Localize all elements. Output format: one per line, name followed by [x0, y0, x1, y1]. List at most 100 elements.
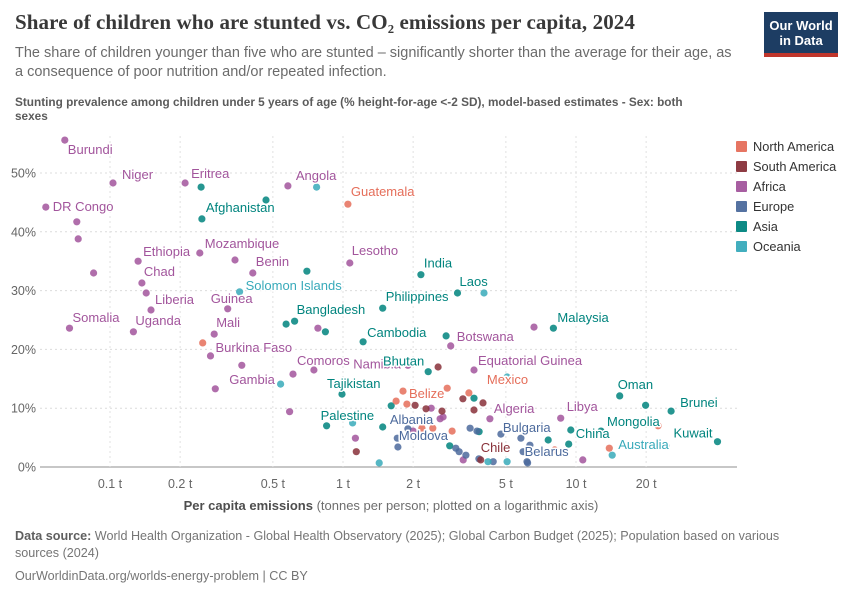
data-point[interactable] [352, 448, 360, 456]
data-point-belize[interactable] [399, 387, 407, 395]
data-point[interactable] [387, 402, 395, 410]
country-label[interactable]: Afghanistan [204, 198, 276, 216]
data-point[interactable] [434, 363, 442, 371]
country-label[interactable]: Albania [388, 410, 435, 428]
owid-logo[interactable]: Our World in Data [764, 12, 838, 57]
data-point[interactable] [654, 422, 662, 430]
data-point[interactable] [73, 218, 81, 226]
country-label[interactable]: Mozambique [203, 235, 280, 253]
data-point-afghanistan[interactable] [198, 215, 206, 223]
country-label[interactable]: China [574, 425, 612, 443]
country-label[interactable]: Kuwait [672, 424, 714, 442]
country-label[interactable]: Belarus [523, 442, 571, 460]
data-point[interactable] [497, 430, 505, 438]
country-label[interactable]: Uganda [134, 311, 183, 329]
data-point[interactable] [484, 458, 492, 466]
data-point-solomon-islands[interactable] [236, 288, 244, 296]
country-label[interactable]: Comoros [296, 352, 352, 370]
legend-item-asia[interactable]: Asia [736, 216, 836, 236]
data-point-eritrea[interactable] [181, 179, 189, 187]
data-point[interactable] [238, 361, 246, 369]
country-label[interactable]: Namibia [352, 355, 403, 373]
country-label[interactable]: Palestine [319, 406, 375, 424]
data-point[interactable] [443, 384, 451, 392]
country-label[interactable]: Bulgaria [501, 419, 552, 437]
legend-item-africa[interactable]: Africa [736, 176, 836, 196]
country-label[interactable]: Laos [458, 273, 490, 291]
data-point[interactable] [429, 424, 437, 432]
data-point[interactable] [303, 267, 311, 275]
data-point-laos[interactable] [453, 289, 462, 297]
data-point-cambodia[interactable] [359, 338, 367, 346]
data-point[interactable] [480, 289, 488, 297]
data-point-benin[interactable] [249, 269, 257, 277]
data-point-angola[interactable] [284, 182, 292, 190]
data-point-philippines[interactable] [379, 304, 387, 312]
country-label[interactable]: Tajikistan [326, 375, 382, 393]
data-point-equatorial-guinea[interactable] [470, 366, 478, 374]
data-point[interactable] [403, 400, 411, 408]
data-point[interactable] [231, 256, 239, 264]
country-label[interactable]: Australia [617, 436, 671, 454]
country-label[interactable]: Oman [616, 375, 654, 393]
data-point[interactable] [466, 424, 474, 432]
data-point[interactable] [277, 380, 285, 388]
data-point-somalia[interactable] [65, 324, 74, 332]
data-point-malaysia[interactable] [549, 324, 558, 332]
data-point-dr-congo[interactable] [42, 203, 50, 211]
data-point-tajikistan[interactable] [338, 390, 346, 398]
country-label[interactable]: Brunei [679, 394, 720, 412]
data-point[interactable] [470, 406, 478, 414]
country-label[interactable]: Equatorial Guinea [477, 352, 585, 370]
data-point[interactable] [455, 448, 463, 456]
data-point[interactable] [142, 289, 150, 297]
data-point[interactable] [427, 404, 435, 412]
country-label[interactable]: Chad [142, 263, 176, 281]
country-label[interactable]: Mali [215, 314, 242, 332]
data-point-palestine[interactable] [323, 422, 331, 430]
data-point-mongolia[interactable] [597, 427, 605, 435]
country-label[interactable]: Eritrea [190, 165, 232, 183]
data-point[interactable] [544, 436, 552, 444]
data-point[interactable] [519, 448, 527, 456]
country-label[interactable]: Solomon Islands [244, 276, 344, 294]
country-label[interactable]: Bhutan [381, 352, 425, 370]
data-point-guatemala[interactable] [344, 200, 352, 208]
data-point[interactable] [286, 408, 294, 416]
data-point[interactable] [418, 424, 426, 432]
data-point[interactable] [321, 328, 329, 336]
country-label[interactable]: Benin [254, 253, 290, 271]
data-point-ethiopia[interactable] [134, 257, 142, 265]
data-point[interactable] [74, 235, 82, 243]
country-label[interactable]: Lesotho [350, 242, 399, 260]
license-note[interactable]: OurWorldinData.org/worlds-energy-problem… [15, 569, 308, 583]
country-label[interactable]: Moldova [397, 427, 450, 445]
country-label[interactable]: Philippines [384, 288, 450, 306]
country-label[interactable]: Libya [565, 398, 600, 416]
data-point-liberia[interactable] [147, 306, 155, 314]
data-point[interactable] [605, 444, 613, 452]
data-point[interactable] [442, 332, 450, 340]
country-label[interactable]: Somalia [71, 309, 122, 327]
data-point-india[interactable] [417, 271, 425, 279]
data-point-niger[interactable] [109, 179, 117, 187]
data-point-brunei[interactable] [667, 407, 675, 415]
data-point[interactable] [393, 434, 401, 442]
data-point[interactable] [411, 401, 419, 409]
data-point[interactable] [470, 394, 478, 402]
data-point[interactable] [438, 407, 446, 415]
data-point[interactable] [551, 446, 559, 454]
data-point[interactable] [503, 458, 511, 466]
data-point-mali[interactable] [210, 330, 218, 338]
data-point-mexico[interactable] [465, 389, 473, 397]
data-point[interactable] [422, 405, 430, 413]
country-label[interactable]: India [422, 254, 454, 272]
data-point-kuwait[interactable] [713, 438, 722, 446]
country-label[interactable]: Burkina Faso [214, 338, 294, 356]
data-point-albania[interactable] [404, 425, 412, 433]
data-point-bangladesh[interactable] [291, 317, 299, 325]
data-point[interactable] [526, 441, 534, 449]
country-label[interactable]: Niger [121, 166, 156, 184]
country-label[interactable]: Mexico [485, 370, 529, 388]
